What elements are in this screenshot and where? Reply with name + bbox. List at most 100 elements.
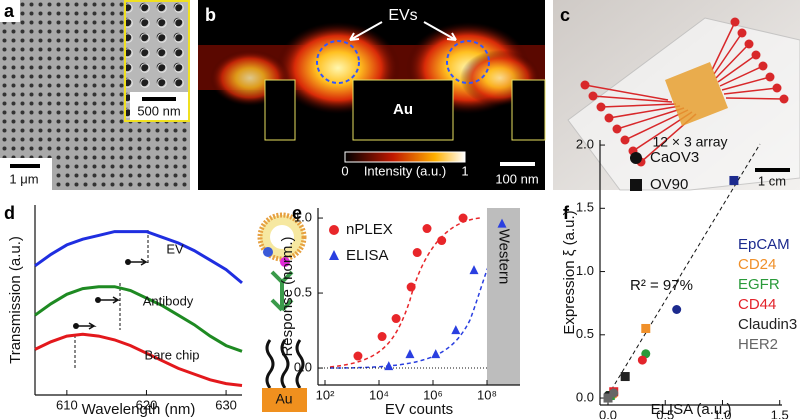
x-tick-label: 10² <box>316 387 335 402</box>
trace <box>713 32 743 75</box>
panel-b: Au EVs 0 1 Intensity (a.u.) 100 nm <box>198 0 546 190</box>
y-axis-label: Expression ξ (a.u.) <box>561 210 578 334</box>
antibody <box>270 270 294 312</box>
pad <box>765 72 775 82</box>
fit-curve <box>329 217 481 368</box>
shift-dot <box>73 323 79 329</box>
point <box>451 325 461 335</box>
point <box>497 218 507 228</box>
scale-label: 1 μm <box>9 171 38 186</box>
panel-label: d <box>4 203 15 223</box>
shift-dot <box>95 297 101 303</box>
peak-line <box>74 230 149 370</box>
point <box>641 323 651 333</box>
colorbar <box>344 151 466 163</box>
x-tick-label: 10⁴ <box>369 387 389 402</box>
y-axis-label: Transmission (a.u.) <box>7 236 24 364</box>
pad <box>744 39 754 49</box>
pad <box>612 124 622 134</box>
panel-c: 1 cm 12 × 3 array <box>553 0 800 191</box>
region-label: Western <box>496 229 513 285</box>
colorbar-tick: 1 <box>461 163 468 178</box>
panel-label: c <box>560 5 570 25</box>
point <box>406 282 416 292</box>
colorbar-tick: 0 <box>341 163 348 178</box>
vesicle-core <box>270 225 294 249</box>
x-axis-label: EV counts <box>385 401 453 418</box>
y-tick-label: 2.0 <box>576 136 594 151</box>
y-tick-label: 1.0 <box>576 263 594 278</box>
y-axis-label: Response (norm.) <box>279 236 296 356</box>
cartoon: Au <box>257 212 307 412</box>
pad <box>604 113 614 123</box>
trace <box>725 97 785 100</box>
point <box>391 314 401 324</box>
panel-a: 1 μm 500 nm <box>0 0 190 190</box>
gold-array <box>665 62 728 126</box>
x-tick-label: 620 <box>136 397 158 412</box>
pad <box>596 102 606 112</box>
x-tick-label: 0.0 <box>599 407 617 419</box>
y-tick-label: 0.5 <box>294 284 312 299</box>
trace <box>608 105 681 119</box>
pad <box>620 135 630 145</box>
annotation: R² = 97% <box>630 277 693 294</box>
array-label: 12 × 3 array <box>652 134 727 150</box>
spectrum <box>34 332 243 387</box>
x-axis-label: Wavelength (nm) <box>82 401 196 418</box>
y-tick-label: 0.5 <box>576 326 594 341</box>
y-tick-label: 1.5 <box>576 200 594 215</box>
protein <box>263 247 273 257</box>
pad <box>737 28 747 38</box>
trace <box>584 84 669 101</box>
arrow <box>349 21 457 41</box>
ev-circle <box>446 40 490 84</box>
protein <box>280 257 290 267</box>
trace <box>723 87 778 95</box>
au-block <box>511 79 546 141</box>
point <box>437 236 447 246</box>
linker <box>265 339 305 389</box>
legend-label: OV90 <box>650 176 688 193</box>
spectrum <box>34 230 243 285</box>
legend-label: Claudin3 <box>738 316 797 333</box>
point <box>431 349 441 359</box>
fit-line <box>603 143 761 403</box>
panel-label: a <box>4 1 15 21</box>
au-substrate <box>262 388 307 412</box>
substrate-label: Au <box>275 391 292 407</box>
legend-marker <box>329 225 339 235</box>
trace <box>715 43 750 79</box>
trace <box>600 103 677 108</box>
scale-label: 100 nm <box>495 171 538 186</box>
ev-circle <box>316 40 360 84</box>
point <box>729 175 739 185</box>
pad <box>751 50 761 60</box>
legend-label: CD44 <box>738 296 776 313</box>
point <box>458 213 468 223</box>
legend-label: HER2 <box>738 336 778 353</box>
pad <box>779 94 789 104</box>
legend-label: EGFR <box>738 276 780 293</box>
x-tick-label: 1.5 <box>771 407 789 419</box>
point <box>603 393 613 403</box>
point <box>637 355 647 365</box>
pad <box>730 17 740 27</box>
shift-arrow <box>76 258 149 330</box>
x-axis-label: ELISA (a.u.) <box>651 401 732 418</box>
au-block <box>352 79 454 141</box>
legend-marker <box>630 179 642 191</box>
point <box>412 248 422 258</box>
point <box>405 349 415 359</box>
panel-label: b <box>205 5 216 25</box>
shaded-region <box>486 208 520 385</box>
legend-label: CaOV3 <box>650 149 699 166</box>
trace <box>717 54 757 83</box>
panel-label: f <box>563 203 570 223</box>
legend-marker <box>329 250 339 260</box>
point <box>384 361 394 371</box>
series-label: EV <box>166 241 184 256</box>
colorbar-title: Intensity (a.u.) <box>364 163 446 178</box>
x-tick-label: 10⁸ <box>477 387 497 402</box>
